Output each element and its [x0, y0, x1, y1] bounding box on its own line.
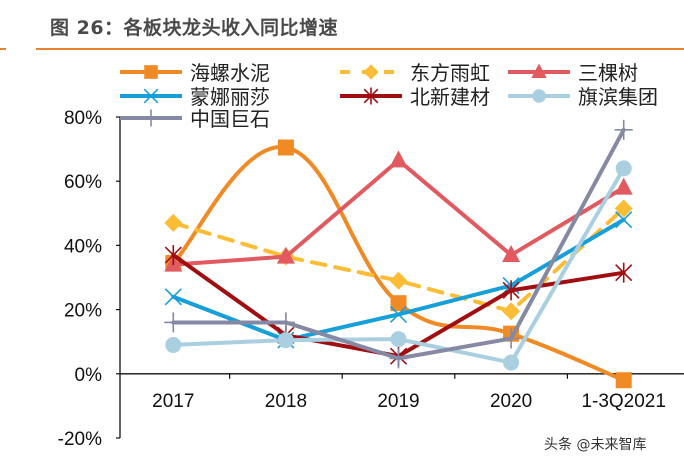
- series-7: [164, 119, 633, 369]
- marker-plus: [502, 328, 521, 349]
- marker-plus: [614, 119, 633, 140]
- series-line: [171, 158, 626, 267]
- marker-square: [277, 139, 294, 156]
- marker-triangle: [614, 177, 633, 195]
- marker-square: [390, 295, 407, 312]
- x-tick-label: 2020: [490, 391, 532, 412]
- marker-star: [615, 262, 633, 283]
- x-tick-label: 2017: [152, 391, 194, 412]
- legend-item: 海螺水泥: [120, 61, 270, 85]
- marker-triangle: [502, 245, 521, 263]
- axes: -20% 0% 20% 40% 60% 80% 2017 2018 2019 2020 1-3Q20…: [58, 108, 684, 450]
- marker-triangle: [531, 63, 547, 78]
- y-tick-label: 0%: [75, 365, 103, 386]
- series-line: [171, 145, 626, 383]
- marker-plus: [143, 109, 159, 127]
- title-rule-left: [0, 48, 6, 50]
- legend-label: 北新建材: [410, 85, 490, 109]
- marker-x: [143, 88, 159, 104]
- legend-label: 蒙娜丽莎: [190, 85, 270, 109]
- marker-plus: [164, 312, 183, 333]
- marker-circle: [390, 331, 407, 348]
- marker-circle: [615, 160, 632, 177]
- marker-plus: [276, 312, 295, 333]
- y-tick-label: 80%: [64, 108, 102, 129]
- marker-star: [164, 245, 182, 266]
- marker-diamond: [614, 199, 633, 218]
- legend-item: 三棵树: [508, 61, 638, 85]
- y-tick-label: 60%: [64, 172, 102, 193]
- marker-x: [615, 211, 633, 229]
- marker-circle: [165, 336, 182, 353]
- legend-item: 东方雨虹: [340, 61, 490, 85]
- legend-item: 北新建材: [340, 85, 490, 109]
- marker-diamond: [502, 302, 521, 321]
- marker-plus: [389, 348, 408, 369]
- legend-label: 旗滨集团: [578, 85, 658, 109]
- marker-circle: [277, 332, 294, 349]
- series-line: [171, 206, 626, 314]
- legend-item: 蒙娜丽莎: [120, 85, 270, 109]
- series-6: [165, 160, 632, 371]
- legend-label: 中国巨石: [190, 107, 270, 131]
- x-tick-label: 1-3Q2021: [581, 391, 666, 412]
- y-tick-label: 40%: [64, 236, 102, 257]
- marker-x: [389, 305, 408, 323]
- y-tick-label: 20%: [64, 301, 102, 322]
- x-tick-label: 2019: [377, 391, 419, 412]
- marker-x: [164, 288, 182, 306]
- marker-diamond: [363, 64, 379, 80]
- marker-diamond: [164, 213, 183, 232]
- title-rule: [36, 48, 684, 50]
- marker-square: [144, 65, 158, 79]
- series-3: [164, 150, 633, 272]
- marker-square: [615, 372, 632, 389]
- legend-label: 东方雨虹: [410, 61, 490, 85]
- marker-diamond: [389, 271, 408, 290]
- legend-label: 海螺水泥: [190, 61, 270, 85]
- marker-triangle: [276, 246, 295, 264]
- series-layer: [164, 119, 633, 389]
- chart-title: 图 26：各板块龙头收入同比增速: [50, 17, 339, 39]
- y-tick-label: -20%: [58, 429, 102, 450]
- marker-triangle: [389, 150, 408, 168]
- legend-item: 旗滨集团: [508, 85, 658, 109]
- legend-item: 中国巨石: [120, 107, 270, 131]
- watermark: 头条 @未来智库: [544, 437, 647, 453]
- marker-star: [502, 280, 520, 301]
- legend-label: 三棵树: [578, 61, 638, 85]
- marker-star: [363, 87, 379, 105]
- marker-circle: [503, 354, 520, 371]
- marker-circle: [532, 89, 546, 103]
- x-tick-label: 2018: [265, 391, 307, 412]
